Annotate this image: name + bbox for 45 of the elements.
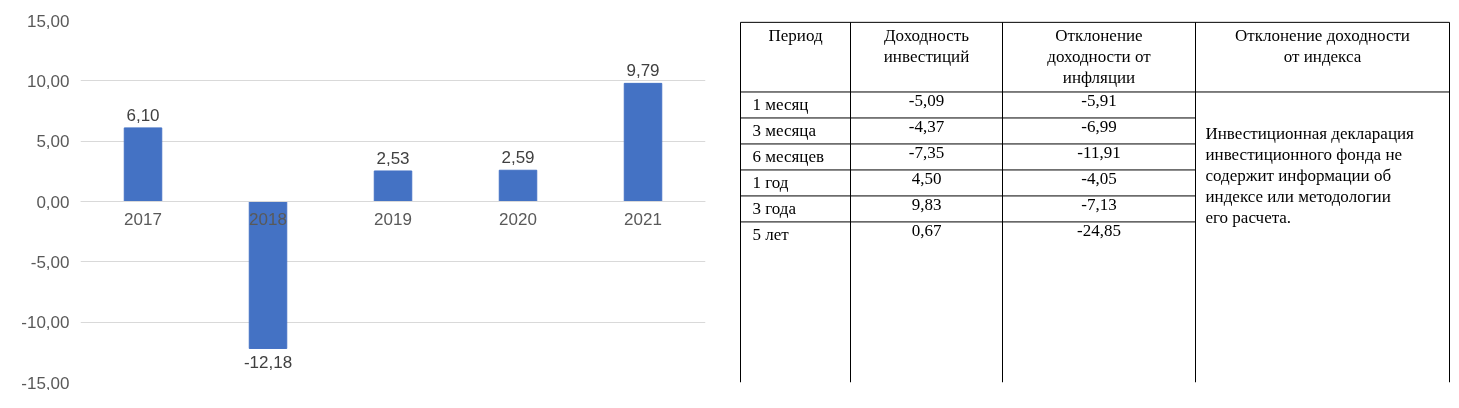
data-label: 2,59: [501, 148, 535, 168]
text: 9,83: [911, 194, 942, 214]
text: Период: [768, 26, 823, 46]
text: -6,99: [1081, 116, 1117, 136]
text: 1 год: [752, 172, 789, 192]
x-tick-label: 2020: [499, 209, 537, 229]
x-tick-label: 2018: [249, 209, 287, 229]
text: -11,91: [1077, 142, 1121, 162]
text: -5,09: [908, 90, 945, 110]
text: Инвестиционная декларация инвестиционного фонда не содержит информации об индексе или методологии его расчета.: [1205, 124, 1415, 228]
text: 3 месяца: [752, 120, 817, 140]
x-tick-label: 2021: [624, 209, 662, 229]
bar: [123, 127, 163, 202]
data-label: 6,10: [126, 105, 160, 125]
x-tick-label: 2017: [124, 209, 162, 229]
bar: [623, 82, 663, 202]
y-tick-label: 10,00: [26, 71, 70, 91]
y-tick-label: -10,00: [21, 313, 70, 333]
text: Доходность инвестиций: [883, 26, 970, 66]
y-tick-label: 0,00: [36, 192, 70, 212]
text: -7,13: [1081, 194, 1117, 214]
text: 6 месяцев: [752, 146, 825, 166]
text: Отклонение доходности от инфляции: [1047, 26, 1152, 87]
y-tick-label: -5,00: [30, 252, 70, 272]
text: 5 лет: [752, 224, 790, 244]
data-label: -12,18: [243, 352, 293, 372]
text: 1 месяц: [752, 94, 809, 114]
x-tick-label: 2019: [374, 209, 412, 229]
bar: [373, 170, 413, 202]
text: 3 года: [752, 198, 797, 218]
text: Отклонение доходности от индекса: [1235, 26, 1410, 66]
data-label: 2,53: [376, 148, 410, 168]
text: 4,50: [911, 168, 942, 188]
y-tick-label: 5,00: [36, 132, 70, 152]
text: -4,37: [908, 116, 945, 136]
text: -5,91: [1081, 90, 1117, 110]
data-label: 9,79: [626, 61, 660, 81]
bar: [498, 169, 538, 202]
text: -4,05: [1081, 168, 1117, 188]
y-tick-label: 15,00: [26, 11, 70, 31]
text: -24,85: [1077, 220, 1121, 240]
y-tick-label: -15,00: [21, 373, 70, 393]
bar: [248, 201, 288, 349]
text: -7,35: [908, 142, 945, 162]
text: 0,67: [911, 220, 942, 240]
